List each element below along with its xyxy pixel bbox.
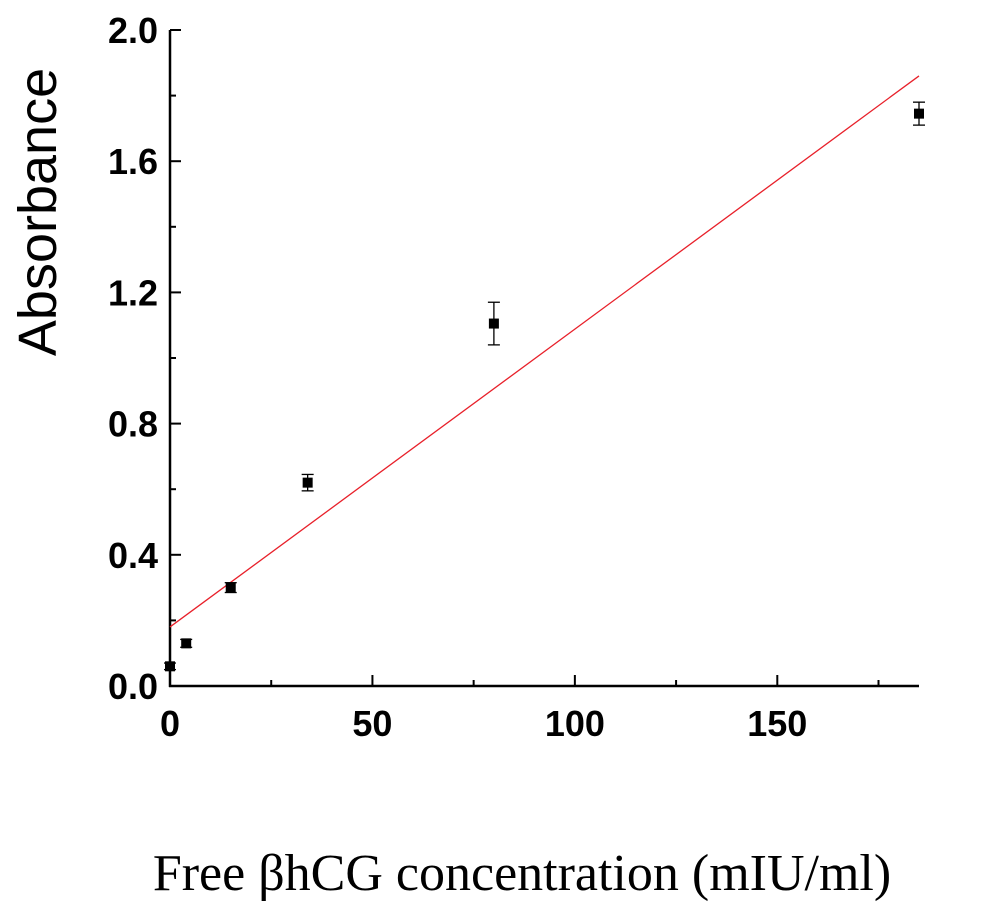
y-tick-label: 1.2: [108, 272, 158, 313]
x-tick-label: 150: [747, 703, 807, 744]
x-axis-title: Free βhCG concentration (mIU/ml): [153, 845, 891, 902]
axes: [168, 29, 919, 688]
data-point: [181, 638, 192, 649]
y-tick-label: 1.6: [108, 141, 158, 182]
y-tick-label: 0.4: [108, 535, 158, 576]
x-tick-label: 0: [160, 703, 180, 744]
data-point: [302, 477, 313, 488]
fit-line: [169, 75, 920, 628]
x-tick-label: 50: [352, 703, 392, 744]
y-tick-label: 0.0: [108, 666, 158, 707]
data-point: [225, 582, 236, 593]
y-tick-label: 2.0: [108, 10, 158, 51]
x-tick-label: 100: [545, 703, 605, 744]
data-point: [165, 661, 175, 672]
tick-labels: 0.0 0.4 0.8 1.2 1.6 2.0 0 50 100 150: [108, 10, 807, 744]
data-point: [914, 108, 924, 119]
points-layer: [164, 101, 925, 672]
fit-layer: [169, 75, 920, 628]
data-point: [488, 318, 499, 329]
y-tick-label: 0.8: [108, 404, 158, 445]
y-axis-title: Absorbance: [8, 68, 68, 356]
